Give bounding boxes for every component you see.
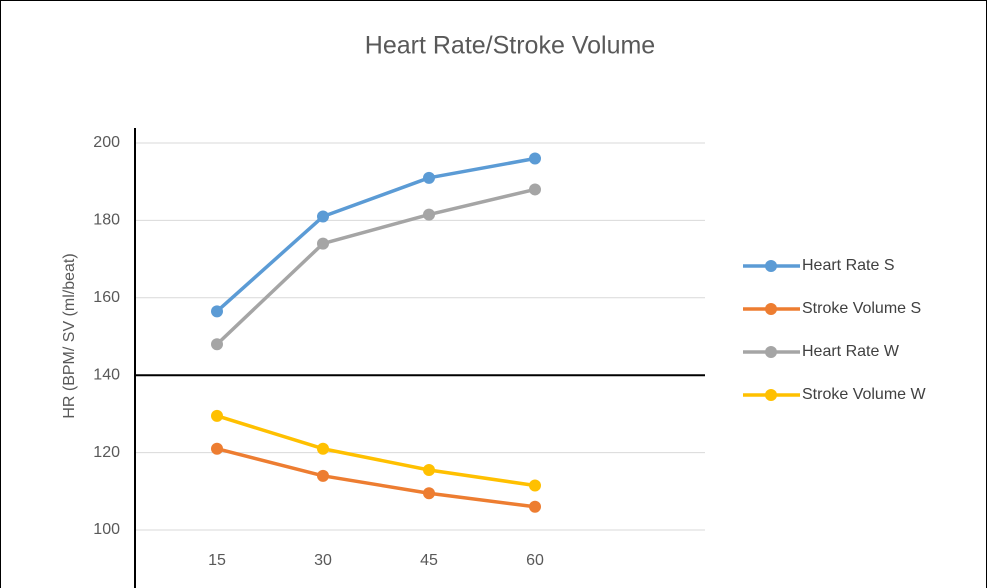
x-tick-label: 60 (526, 552, 544, 569)
data-point (423, 464, 435, 477)
y-tick-label: 120 (93, 444, 120, 461)
data-point (211, 442, 223, 455)
data-point (423, 171, 435, 184)
data-point (317, 210, 329, 223)
series-line (216, 414, 536, 488)
y-tick-label: 100 (93, 521, 120, 538)
legend-label: Heart Rate W (802, 343, 900, 360)
legend-label: Stroke Volume W (802, 386, 927, 403)
y-tick-label: 140 (93, 366, 120, 383)
data-point (211, 409, 223, 422)
y-axis-label: HR (BPM/ SV (ml/beat) (61, 253, 78, 418)
data-point (529, 479, 541, 492)
series-line (216, 447, 536, 509)
data-point (211, 338, 223, 351)
legend-label: Heart Rate S (802, 257, 894, 274)
legend-marker (765, 346, 777, 358)
series-line (215, 187, 536, 346)
y-tick-label: 200 (93, 134, 120, 151)
y-tick-label: 180 (93, 212, 120, 229)
data-point (529, 152, 541, 165)
legend-marker (765, 303, 777, 315)
y-tick-label: 160 (93, 289, 120, 306)
data-point (423, 487, 435, 500)
x-tick-label: 15 (208, 552, 226, 569)
legend-label: Stroke Volume S (802, 300, 921, 317)
chart-title: Heart Rate/Stroke Volume (365, 32, 655, 60)
data-point (529, 500, 541, 513)
data-point (317, 442, 329, 455)
data-point (317, 469, 329, 482)
data-point (317, 237, 329, 250)
data-point (529, 183, 541, 196)
legend-marker (765, 260, 777, 272)
data-point (423, 208, 435, 221)
legend-marker (765, 389, 777, 401)
data-point (211, 305, 223, 318)
x-tick-label: 30 (314, 552, 332, 569)
series-line (215, 156, 536, 313)
x-tick-label: 45 (420, 552, 438, 569)
